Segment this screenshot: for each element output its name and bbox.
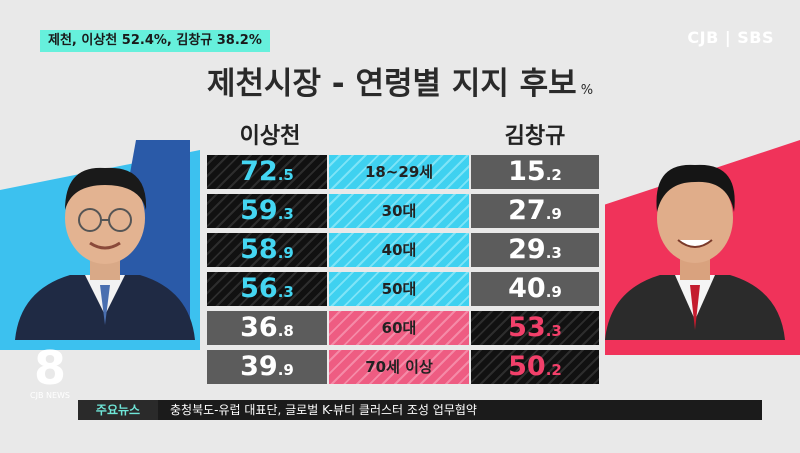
cjb-8-logo: 8 CJB NEWS (30, 345, 70, 405)
right-value-cell-integer: 29 (508, 234, 546, 265)
left-value-cell-decimal: .3 (277, 205, 294, 223)
right-value-cell: 27.9 (471, 194, 599, 228)
right-value-cell-decimal: .9 (545, 205, 562, 223)
logo-subtext: CJB NEWS (30, 391, 71, 400)
right-candidate-portrait (605, 164, 785, 340)
right-value-cell-decimal: .2 (545, 361, 562, 379)
right-value-cell: 29.3 (471, 233, 599, 267)
age-group-label: 40대 (329, 233, 469, 267)
age-group-label: 70세 이상 (329, 350, 469, 384)
right-value-cell-integer: 53 (508, 312, 546, 343)
left-value-cell-decimal: .5 (277, 166, 294, 184)
right-value-cell-decimal: .2 (545, 166, 562, 184)
left-value-cell-integer: 59 (240, 195, 278, 226)
left-value-cell-decimal: .9 (277, 361, 294, 379)
left-value-cell: 72.5 (207, 155, 327, 189)
age-group-label: 60대 (329, 311, 469, 345)
right-value-cell: 40.9 (471, 272, 599, 306)
age-group-label: 30대 (329, 194, 469, 228)
age-group-label: 18~29세 (329, 155, 469, 189)
left-value-cell-integer: 39 (240, 351, 278, 382)
chart-title: 제천시장 - 연령별 지지 후보% (0, 58, 800, 103)
left-value-cell-decimal: .8 (277, 322, 294, 340)
left-value-cell-decimal: .9 (277, 244, 294, 262)
right-value-cell-decimal: .9 (545, 283, 562, 301)
ticker-label: 주요뉴스 (78, 400, 158, 420)
headline-tag: 제천, 이상천 52.4%, 김창규 38.2% (40, 30, 270, 52)
chart-unit: % (580, 83, 594, 98)
right-value-cell: 15.2 (471, 155, 599, 189)
right-value-cell-integer: 50 (508, 351, 546, 382)
left-value-cell-decimal: .3 (277, 283, 294, 301)
chart-title-text: 제천시장 - 연령별 지지 후보 (206, 66, 577, 102)
left-value-cell-integer: 72 (240, 156, 278, 187)
right-value-cell: 50.2 (471, 350, 599, 384)
logo-numeral: 8 (33, 341, 66, 395)
right-value-cell-decimal: .3 (545, 322, 562, 340)
left-value-cell-integer: 36 (240, 312, 278, 343)
left-value-cell: 56.3 (207, 272, 327, 306)
right-value-cell-integer: 15 (508, 156, 546, 187)
broadcaster-logo: CJB | SBS (687, 28, 774, 47)
right-value-cell-decimal: .3 (545, 244, 562, 262)
left-value-cell-integer: 58 (240, 234, 278, 265)
left-value-cell: 59.3 (207, 194, 327, 228)
left-value-cell: 39.9 (207, 350, 327, 384)
left-value-cell: 36.8 (207, 311, 327, 345)
right-value-cell-integer: 40 (508, 273, 546, 304)
left-value-cell: 58.9 (207, 233, 327, 267)
age-group-label: 50대 (329, 272, 469, 306)
news-ticker: 주요뉴스 충청북도-유럽 대표단, 글로벌 K-뷰티 클러스터 조성 업무협약 (78, 400, 762, 420)
left-candidate-portrait (15, 167, 195, 340)
left-candidate-name: 이상천 (239, 124, 301, 149)
ticker-text: 충청북도-유럽 대표단, 글로벌 K-뷰티 클러스터 조성 업무협약 (170, 403, 477, 417)
left-value-cell-integer: 56 (240, 273, 278, 304)
right-candidate-name: 김창규 (504, 124, 566, 149)
right-value-cell-integer: 27 (508, 195, 546, 226)
right-value-cell: 53.3 (471, 311, 599, 345)
